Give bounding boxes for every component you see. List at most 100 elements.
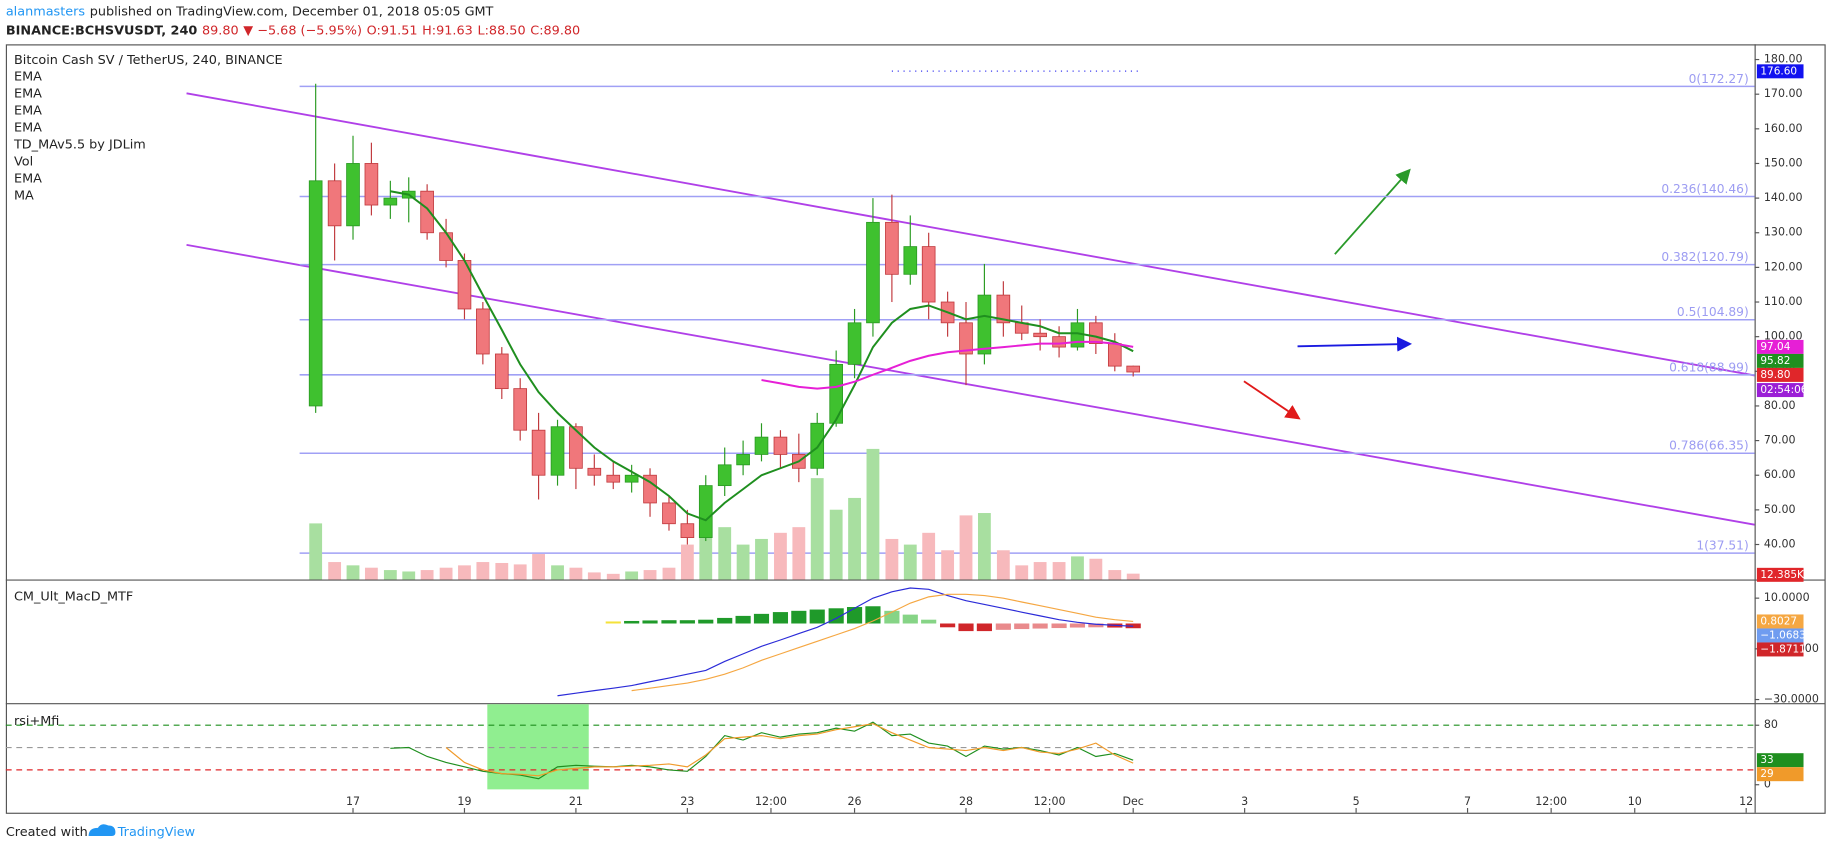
histogram-bar [846,607,863,624]
legend-entry: EMA [14,86,42,101]
volume-bar [587,572,601,580]
y-tick-label: 120.00 [1764,260,1803,273]
histogram-bar [1032,623,1048,629]
footer-brand[interactable]: TradingView [117,825,195,840]
volume-bar [977,513,991,580]
volume-bar [1052,562,1066,580]
x-tick-label: 10 [1628,795,1642,808]
x-tick-label: 12:00 [755,795,787,808]
candle-body [420,190,434,234]
histogram-bar [772,612,789,624]
fib-label: 0.382(120.79) [1661,250,1748,264]
volume-bar [402,571,416,580]
candle-body [829,363,843,424]
volume-bar [439,567,453,580]
price-tag-label: −1.8711 [1760,643,1805,655]
y-tick-label: 110.00 [1764,295,1803,308]
volume-bar [513,564,527,580]
arrow-down [1243,380,1301,420]
candle-body [736,454,750,466]
symbol: BINANCE:BCHSVUSDT, 240 [6,23,198,38]
y-tick-label: 180.00 [1764,53,1803,66]
published: published on TradingView.com, December 0… [90,4,494,19]
volume-tag-label: 12.385K [1760,569,1805,581]
candle-body [921,246,936,303]
legend-entry: TD_MAv5.5 by JDLim [13,138,146,153]
brand-logo[interactable] [88,824,116,837]
candle-body [717,464,732,487]
candle-body [346,163,360,227]
x-tick-label: 23 [680,795,694,808]
volume-bar [718,527,732,580]
candle-body [364,163,379,206]
volume-bar [829,509,843,580]
y-tick-label: 140.00 [1764,191,1803,204]
candle-body [606,474,621,483]
price-tag [1756,753,1804,768]
author[interactable]: alanmasters [6,4,86,19]
price-tag-label: 95.82 [1760,355,1790,367]
volume-bar [495,562,509,580]
histogram-bar [753,613,770,624]
histogram-bar [605,621,621,624]
y-tick-label: 100.00 [1764,330,1803,343]
x-tick-label: 21 [569,795,583,808]
frame [5,44,1826,814]
y-tick-label: 150.00 [1764,156,1803,169]
rsi-line [445,723,1134,777]
open: O:91.51 [367,23,418,38]
candle-body [1089,322,1103,345]
legend-entry: EMA [14,121,42,136]
volume-bar [551,565,564,580]
x-tick-label: 12:00 [1034,795,1066,808]
highlight-zone [487,704,589,790]
candle-body [569,426,583,469]
rsi-title: rsi+Mfi [14,714,59,729]
candle-body [680,523,695,538]
price-tag [1756,642,1804,657]
volume-bar [866,448,880,580]
volume-bar [458,565,471,580]
histogram-bar [624,620,640,624]
candle-body [494,353,509,390]
x-tick-label: Dec [1122,795,1143,808]
histogram-bar [1051,623,1067,629]
price-tag-label: 176.60 [1760,65,1797,77]
candle-body [1052,336,1066,348]
volume-bar [848,497,861,580]
volume-bar [1108,570,1122,580]
x-tick-label: 7 [1464,795,1471,808]
candle-body [866,221,880,324]
candle-body [643,474,657,504]
legend-entry: EMA [14,69,42,84]
x-tick-label: 12:00 [1535,795,1567,808]
histogram-bar [1125,623,1141,629]
legend-entry: EMA [14,172,42,187]
price-tag [1756,339,1804,354]
volume-bar [941,550,955,580]
legend-entry: EMA [14,104,42,119]
price-tag-label: 29 [1760,768,1773,780]
y-tick-label: 80 [1764,718,1778,731]
volume-bar [309,523,323,580]
y-tick-label: 50.00 [1764,503,1796,516]
histogram-bar [1014,623,1030,630]
price-tag [1756,64,1804,79]
indicator-line [761,340,1134,390]
y-tick-label: 70.00 [1764,434,1796,447]
candle-body [754,436,769,455]
volume-bar [476,562,490,580]
price-tag [1756,767,1804,782]
histogram-bar [735,615,751,624]
x-tick-label: 3 [1241,795,1248,808]
histogram-bar [958,623,974,632]
volume-bar [792,527,806,580]
volume-bar [420,570,434,580]
candle-body [513,388,528,431]
histogram-bar [791,610,807,624]
footer-created: Created with [6,825,88,840]
volume-bar [1126,573,1140,580]
histogram-bar [661,620,677,624]
candle-body [383,197,398,206]
candle-body [1033,332,1047,338]
